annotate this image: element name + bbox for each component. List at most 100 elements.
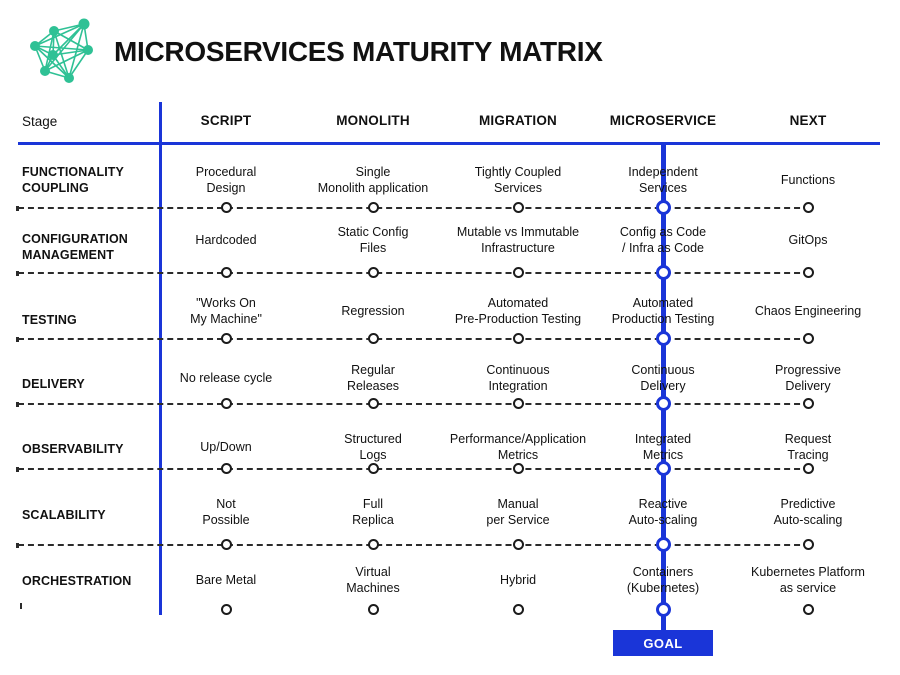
- matrix-cell-line: Regular: [351, 363, 395, 377]
- column-header-monolith[interactable]: MONOLITH: [336, 113, 410, 128]
- matrix-cell[interactable]: Single Monolith application: [293, 164, 453, 196]
- matrix-cell[interactable]: Hybrid: [438, 572, 598, 588]
- stage-node-marker[interactable]: [367, 538, 379, 550]
- matrix-cell-line: Single: [355, 165, 391, 179]
- matrix-cell[interactable]: Continuous Delivery: [583, 362, 743, 394]
- matrix-cell[interactable]: Kubernetes Platform as service: [728, 564, 888, 596]
- stage-node-marker[interactable]: [655, 536, 671, 552]
- microservice-track-segment: [660, 609, 666, 630]
- matrix-cell[interactable]: Mutable vs Immutable Infrastructure: [438, 224, 598, 256]
- matrix-cell-line: Integrated: [634, 432, 692, 446]
- stage-node-marker[interactable]: [802, 201, 814, 213]
- matrix-cell-line: Request: [784, 432, 832, 446]
- stage-node-marker[interactable]: [367, 397, 379, 409]
- matrix-cell[interactable]: Config as Code / Infra as Code: [583, 224, 743, 256]
- stage-node-marker[interactable]: [802, 603, 814, 615]
- row-label-line: MANAGEMENT: [22, 248, 114, 262]
- network-graph-logo-icon: [22, 14, 100, 90]
- row-label-delivery[interactable]: DELIVERY: [22, 376, 162, 392]
- matrix-cell[interactable]: GitOps: [728, 232, 888, 248]
- stage-node-marker[interactable]: [655, 264, 671, 280]
- matrix-cell[interactable]: Integrated Metrics: [583, 431, 743, 463]
- stage-node-marker[interactable]: [220, 201, 232, 213]
- matrix-cell[interactable]: Full Replica: [293, 496, 453, 528]
- stage-node-marker[interactable]: [220, 538, 232, 550]
- stage-node-marker[interactable]: [802, 266, 814, 278]
- microservice-track-segment: [660, 144, 666, 207]
- stage-node-marker[interactable]: [655, 395, 671, 411]
- matrix-cell[interactable]: Performance/Application Metrics: [438, 431, 598, 463]
- matrix-cell[interactable]: Regression: [293, 303, 453, 319]
- matrix-cell-line: Reactive: [638, 497, 688, 511]
- matrix-cell-line: Full: [362, 497, 384, 511]
- row-label-line: SCALABILITY: [22, 508, 106, 522]
- header-underline: [18, 142, 880, 145]
- row-label-scalability[interactable]: SCALABILITY: [22, 507, 162, 523]
- matrix-cell[interactable]: Procedural Design: [146, 164, 306, 196]
- stage-node-marker[interactable]: [367, 332, 379, 344]
- column-header-migration[interactable]: MIGRATION: [478, 113, 558, 128]
- matrix-cell[interactable]: Not Possible: [146, 496, 306, 528]
- stage-node-marker[interactable]: [512, 332, 524, 344]
- matrix-cell[interactable]: Automated Production Testing: [583, 295, 743, 327]
- matrix-cell[interactable]: "Works On My Machine": [146, 295, 306, 327]
- stage-node-marker[interactable]: [802, 397, 814, 409]
- stage-node-marker[interactable]: [655, 330, 671, 346]
- stage-node-marker[interactable]: [220, 462, 232, 474]
- matrix-cell[interactable]: Independent Services: [583, 164, 743, 196]
- column-header-next[interactable]: NEXT: [789, 113, 827, 128]
- row-label-observability[interactable]: OBSERVABILITY: [22, 441, 162, 457]
- column-header-script[interactable]: SCRIPT: [200, 113, 252, 128]
- matrix-cell[interactable]: Automated Pre-Production Testing: [438, 295, 598, 327]
- matrix-cell[interactable]: Regular Releases: [293, 362, 453, 394]
- stage-node-marker[interactable]: [220, 332, 232, 344]
- matrix-cell[interactable]: Virtual Machines: [293, 564, 453, 596]
- stage-node-marker[interactable]: [512, 266, 524, 278]
- matrix-cell[interactable]: Progressive Delivery: [728, 362, 888, 394]
- stage-node-marker[interactable]: [512, 538, 524, 550]
- stage-node-marker[interactable]: [512, 201, 524, 213]
- matrix-cell[interactable]: Hardcoded: [146, 232, 306, 248]
- column-header-microservice[interactable]: MICROSERVICE: [609, 113, 717, 128]
- stage-node-marker[interactable]: [512, 462, 524, 474]
- stage-node-marker[interactable]: [802, 332, 814, 344]
- row-separator: [16, 206, 810, 211]
- matrix-cell[interactable]: Reactive Auto-scaling: [583, 496, 743, 528]
- matrix-cell[interactable]: Continuous Integration: [438, 362, 598, 394]
- matrix-cell[interactable]: Bare Metal: [146, 572, 306, 588]
- stage-node-marker[interactable]: [802, 462, 814, 474]
- stage-node-marker[interactable]: [802, 538, 814, 550]
- matrix-cell-line: Not: [216, 497, 236, 511]
- stage-node-marker[interactable]: [367, 201, 379, 213]
- matrix-cell[interactable]: Chaos Engineering: [728, 303, 888, 319]
- stage-node-marker[interactable]: [512, 397, 524, 409]
- stage-node-marker[interactable]: [655, 460, 671, 476]
- stage-node-marker[interactable]: [367, 266, 379, 278]
- matrix-cell[interactable]: Manual per Service: [438, 496, 598, 528]
- matrix-cell[interactable]: No release cycle: [146, 370, 306, 386]
- matrix-cell[interactable]: Tightly Coupled Services: [438, 164, 598, 196]
- stage-node-marker[interactable]: [220, 603, 232, 615]
- matrix-cell[interactable]: Request Tracing: [728, 431, 888, 463]
- row-label-functionality[interactable]: FUNCTIONALITY COUPLING: [22, 164, 162, 196]
- row-label-testing[interactable]: TESTING: [22, 312, 162, 328]
- stage-node-marker[interactable]: [220, 397, 232, 409]
- matrix-cell[interactable]: Predictive Auto-scaling: [728, 496, 888, 528]
- matrix-cell[interactable]: Up/Down: [146, 439, 306, 455]
- stage-node-marker[interactable]: [220, 266, 232, 278]
- matrix-cell-line: Replica: [352, 513, 394, 527]
- row-label-orchestration[interactable]: ORCHESTRATION: [22, 573, 162, 589]
- stage-node-marker[interactable]: [655, 199, 671, 215]
- microservice-track-segment: [660, 272, 666, 338]
- stage-node-marker[interactable]: [512, 603, 524, 615]
- stage-node-marker[interactable]: [367, 603, 379, 615]
- stage-node-marker[interactable]: [655, 601, 671, 617]
- matrix-cell[interactable]: Functions: [728, 172, 888, 188]
- row-label-configuration[interactable]: CONFIGURATION MANAGEMENT: [22, 231, 162, 263]
- matrix-cell-line: Auto-scaling: [628, 513, 698, 527]
- matrix-cell[interactable]: Structured Logs: [293, 431, 453, 463]
- stage-node-marker[interactable]: [367, 462, 379, 474]
- matrix-cell[interactable]: Static Config Files: [293, 224, 453, 256]
- matrix-cell-line: Possible: [202, 513, 250, 527]
- matrix-cell[interactable]: Containers (Kubernetes): [583, 564, 743, 596]
